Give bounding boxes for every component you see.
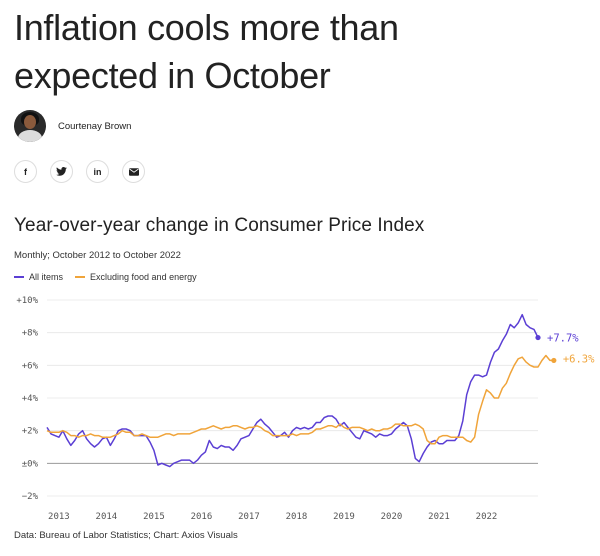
x-tick-label: 2017 [238,512,260,522]
avatar-face [24,115,36,129]
x-tick-label: 2021 [428,512,450,522]
email-icon [128,167,139,176]
x-tick-label: 2016 [191,512,213,522]
x-tick-label: 2018 [286,512,308,522]
facebook-icon: f [24,166,27,177]
x-tick-label: 2020 [381,512,403,522]
legend-label-core: Excluding food and energy [90,272,197,282]
linkedin-share-button[interactable]: in [86,160,109,183]
facebook-share-button[interactable]: f [14,160,37,183]
legend-swatch-core [75,276,86,278]
author-name[interactable]: Courtenay Brown [58,120,132,132]
y-tick-label: +6% [22,361,39,371]
legend-item-core: Excluding food and energy [75,272,197,282]
x-tick-label: 2013 [48,512,70,522]
end-label-core: +6.3% [563,353,595,365]
y-tick-label: +2% [22,427,39,437]
email-share-button[interactable] [122,160,145,183]
byline: Courtenay Brown [14,110,131,142]
end-dot-core [551,357,557,364]
y-tick-label: ±0% [22,459,39,469]
y-tick-label: +4% [22,394,39,404]
y-tick-label: +10% [16,296,38,306]
avatar[interactable] [14,110,46,142]
legend-item-all-items: All items [14,272,63,282]
x-tick-label: 2015 [143,512,165,522]
article-headline: Inflation cools more than expected in Oct… [14,4,594,100]
twitter-icon [56,167,67,176]
legend-label-all-items: All items [29,272,64,282]
chart-title: Year-over-year change in Consumer Price … [14,215,425,236]
x-tick-label: 2022 [476,512,498,522]
cpi-line-chart: −2% ±0% +2% +4% +6% +8% +10% 2013 2014 2015 2016 20… [16,296,595,522]
chart-legend: All items Excluding food and energy [14,272,197,282]
y-tick-label: −2% [22,492,39,502]
series-line-all-items [46,313,539,468]
y-tick-label: +8% [22,329,39,339]
share-bar: f in [14,160,145,183]
x-tick-label: 2019 [333,512,355,522]
headline-line-1: Inflation cools more than [14,7,399,48]
linkedin-icon: in [93,166,102,177]
end-label-all-items: +7.7% [547,333,579,345]
twitter-share-button[interactable] [50,160,73,183]
x-tick-label: 2014 [96,512,118,522]
headline-line-2: expected in October [14,55,331,96]
end-dot-all-items [535,334,541,341]
legend-swatch-all-items [14,276,24,278]
chart-source: Data: Bureau of Labor Statistics; Chart:… [14,530,238,541]
series-line-core [46,354,554,445]
avatar-shoulders [18,130,42,142]
chart-subtitle: Monthly; October 2012 to October 2022 [14,250,181,261]
